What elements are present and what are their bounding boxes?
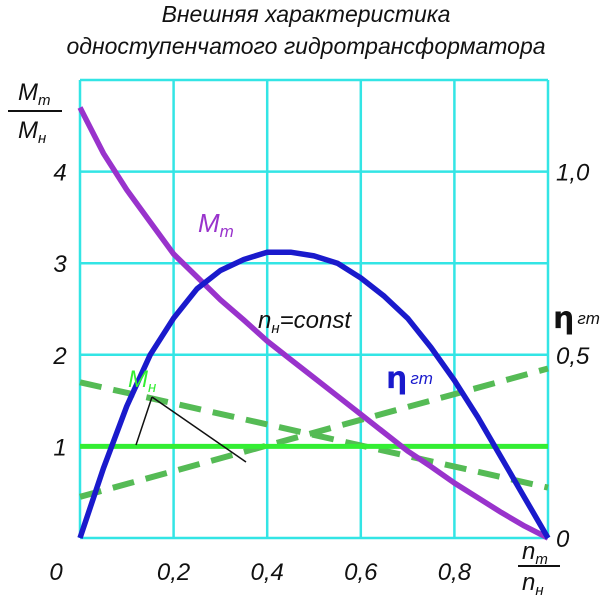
chart-title-line-1: Внешняя характеристика xyxy=(162,1,451,27)
series-label-mt: Mт xyxy=(198,208,234,241)
mn-leader-line-dashed xyxy=(151,396,247,463)
series-line-mn-dashed-2 xyxy=(79,365,549,500)
tick-labels: 0 0,2 0,4 0,6 0,8 1 2 3 4 0 0,5 1,0 xyxy=(49,160,590,586)
mn-leader-lines xyxy=(135,396,247,463)
series-line-mt xyxy=(77,106,550,541)
y-left-tick-label: 2 xyxy=(52,343,66,370)
x-label-denominator: nн xyxy=(522,569,544,599)
mn-leader-line-solid xyxy=(135,396,153,446)
y-left-tick-label: 3 xyxy=(53,251,67,278)
series-label-eta: η гт xyxy=(386,361,433,396)
y-left-axis-label: Mт Mн xyxy=(8,79,62,147)
condition-label: nн=const xyxy=(258,307,352,337)
y-left-label-numerator: Mт xyxy=(18,79,51,109)
y-left-label-denominator: Mн xyxy=(18,117,46,147)
series-line-eta xyxy=(77,249,551,540)
series-group xyxy=(77,106,551,541)
y-right-tick-label: 0,5 xyxy=(556,343,590,370)
x-tick-label: 0,2 xyxy=(157,559,190,586)
x-tick-label: 0 xyxy=(49,559,63,586)
x-label-numerator: nт xyxy=(522,538,548,568)
x-axis-label: nт nн xyxy=(518,538,560,599)
x-tick-label: 0,8 xyxy=(438,559,472,586)
y-left-tick-label: 1 xyxy=(53,434,66,461)
x-tick-label: 0,4 xyxy=(251,559,284,586)
chart-title-line-2: одноступенчатого гидротрансформатора xyxy=(66,33,545,59)
y-left-tick-label: 4 xyxy=(53,160,66,187)
x-tick-label: 0,6 xyxy=(344,559,378,586)
y-right-axis-label: η гт xyxy=(553,301,600,336)
series-label-mn: Mн xyxy=(128,366,156,396)
y-right-tick-label: 1,0 xyxy=(556,160,590,187)
y-right-tick-label: 0 xyxy=(556,526,570,553)
